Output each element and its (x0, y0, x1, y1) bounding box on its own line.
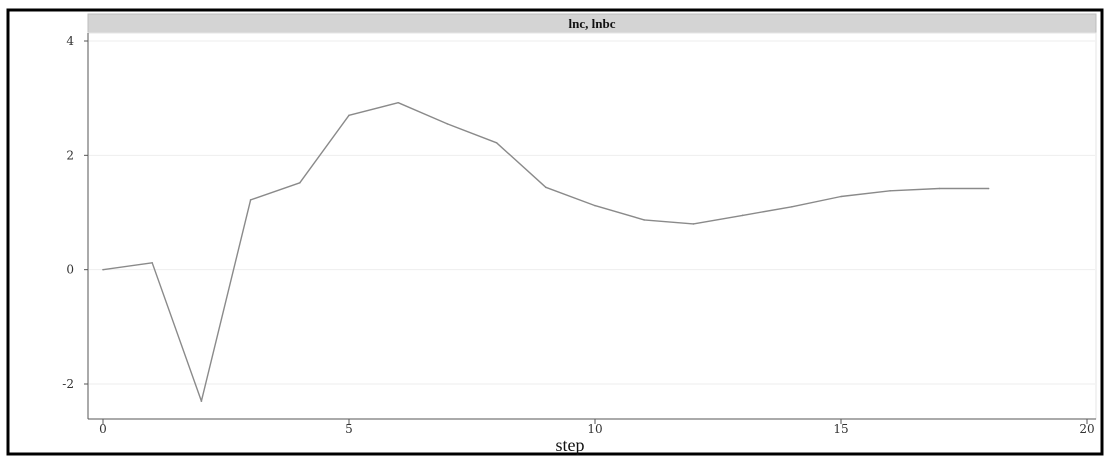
outer-border (6, 8, 1104, 456)
grid-lines (89, 40, 1095, 385)
y-tick-label: -2 (62, 377, 74, 391)
data-point (643, 219, 645, 221)
data-point (692, 223, 695, 225)
data-point (249, 199, 252, 201)
data-point (446, 123, 449, 125)
y-tick-label: 2 (66, 148, 74, 162)
x-tick-label: 0 (99, 422, 107, 436)
data-point (594, 204, 596, 207)
data-point (741, 214, 744, 217)
data-point (545, 186, 547, 189)
data-point (151, 262, 153, 264)
y-axis-ticks: -2 0 2 4 (62, 34, 88, 391)
data-point (397, 101, 400, 104)
series-layer (102, 101, 990, 402)
y-tick-label: 0 (66, 263, 74, 277)
chart-title: lnc, lnbc (569, 16, 616, 31)
data-point (791, 205, 793, 208)
data-point (299, 181, 301, 184)
plot-panel (87, 32, 1097, 420)
data-point (889, 189, 891, 192)
y-tick-label: 4 (66, 34, 74, 48)
x-tick-label: 5 (345, 422, 353, 436)
x-axis-title: step (556, 435, 585, 455)
data-point (938, 187, 941, 190)
data-point (840, 195, 842, 198)
x-axis-ticks: 0 5 10 15 20 (99, 419, 1095, 436)
data-point (348, 114, 350, 117)
data-point (987, 187, 990, 190)
data-point (200, 400, 203, 402)
x-tick-label: 20 (1079, 422, 1094, 436)
data-point (102, 268, 104, 271)
x-tick-label: 15 (833, 422, 848, 436)
x-tick-label: 10 (587, 422, 602, 436)
data-point (495, 141, 498, 144)
